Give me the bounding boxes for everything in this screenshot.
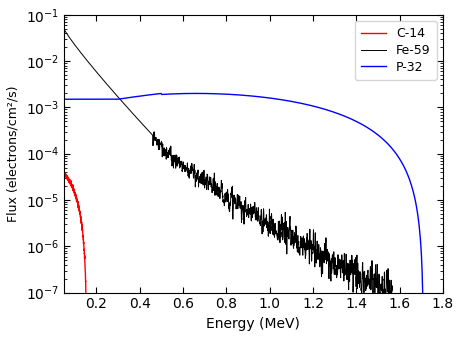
Y-axis label: Flux (electrons/cm²/s): Flux (electrons/cm²/s) [7,86,20,222]
P-32 [154,92,159,96]
Fe-59 [219,184,225,188]
P-32 [61,97,67,101]
P-32 [332,111,338,115]
P-32 [225,92,230,96]
C-14 [59,169,65,173]
Fe-59 [390,288,395,292]
C-14 [50,194,56,198]
P-32 [273,97,279,101]
C-14 [65,177,71,181]
C-14 [56,168,61,172]
P-32 [124,96,130,100]
C-14 [70,186,76,190]
P-32 [194,91,199,95]
Fe-59 [61,27,67,31]
X-axis label: Energy (MeV): Energy (MeV) [207,317,301,331]
C-14 [73,192,78,196]
Fe-59 [163,156,169,160]
Line: C-14: C-14 [53,170,87,338]
Line: Fe-59: Fe-59 [64,29,392,293]
Fe-59 [92,68,97,72]
C-14 [76,204,81,208]
Fe-59 [298,236,304,240]
C-14 [56,170,62,174]
Legend: C-14, Fe-59, P-32: C-14, Fe-59, P-32 [355,21,437,80]
Line: P-32: P-32 [64,93,423,338]
Fe-59 [221,198,226,202]
Fe-59 [359,291,365,295]
P-32 [301,102,307,106]
Fe-59 [209,188,215,192]
